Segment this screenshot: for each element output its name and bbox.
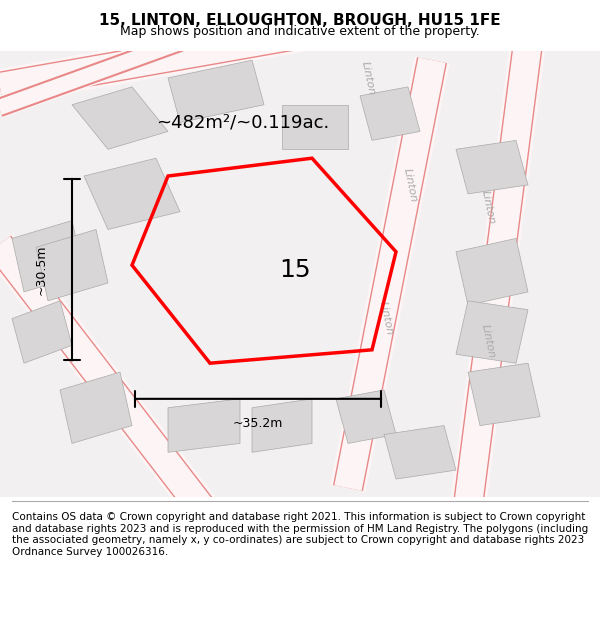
Polygon shape	[84, 158, 180, 229]
Polygon shape	[384, 426, 456, 479]
Text: ~482m²/~0.119ac.: ~482m²/~0.119ac.	[156, 114, 329, 131]
Text: 15, LINTON, ELLOUGHTON, BROUGH, HU15 1FE: 15, LINTON, ELLOUGHTON, BROUGH, HU15 1FE	[99, 12, 501, 28]
Text: Linton: Linton	[360, 60, 377, 96]
Polygon shape	[360, 87, 420, 141]
Text: Linton: Linton	[480, 189, 497, 225]
Polygon shape	[168, 399, 240, 452]
Text: Linton: Linton	[378, 301, 395, 336]
Polygon shape	[168, 60, 264, 122]
Text: Linton: Linton	[480, 323, 497, 359]
Polygon shape	[282, 105, 348, 149]
Polygon shape	[12, 221, 84, 292]
Polygon shape	[72, 87, 168, 149]
Polygon shape	[336, 390, 396, 443]
Text: Contains OS data © Crown copyright and database right 2021. This information is : Contains OS data © Crown copyright and d…	[12, 512, 588, 557]
Text: Map shows position and indicative extent of the property.: Map shows position and indicative extent…	[120, 26, 480, 39]
Text: Linton: Linton	[402, 167, 419, 203]
Polygon shape	[36, 229, 108, 301]
Text: 15: 15	[279, 258, 311, 282]
Polygon shape	[456, 301, 528, 363]
Polygon shape	[468, 363, 540, 426]
Polygon shape	[456, 238, 528, 305]
Polygon shape	[12, 301, 72, 363]
Polygon shape	[252, 399, 312, 452]
Text: ~35.2m: ~35.2m	[233, 417, 283, 429]
Polygon shape	[456, 141, 528, 194]
Polygon shape	[60, 372, 132, 443]
Text: ~30.5m: ~30.5m	[35, 244, 48, 295]
